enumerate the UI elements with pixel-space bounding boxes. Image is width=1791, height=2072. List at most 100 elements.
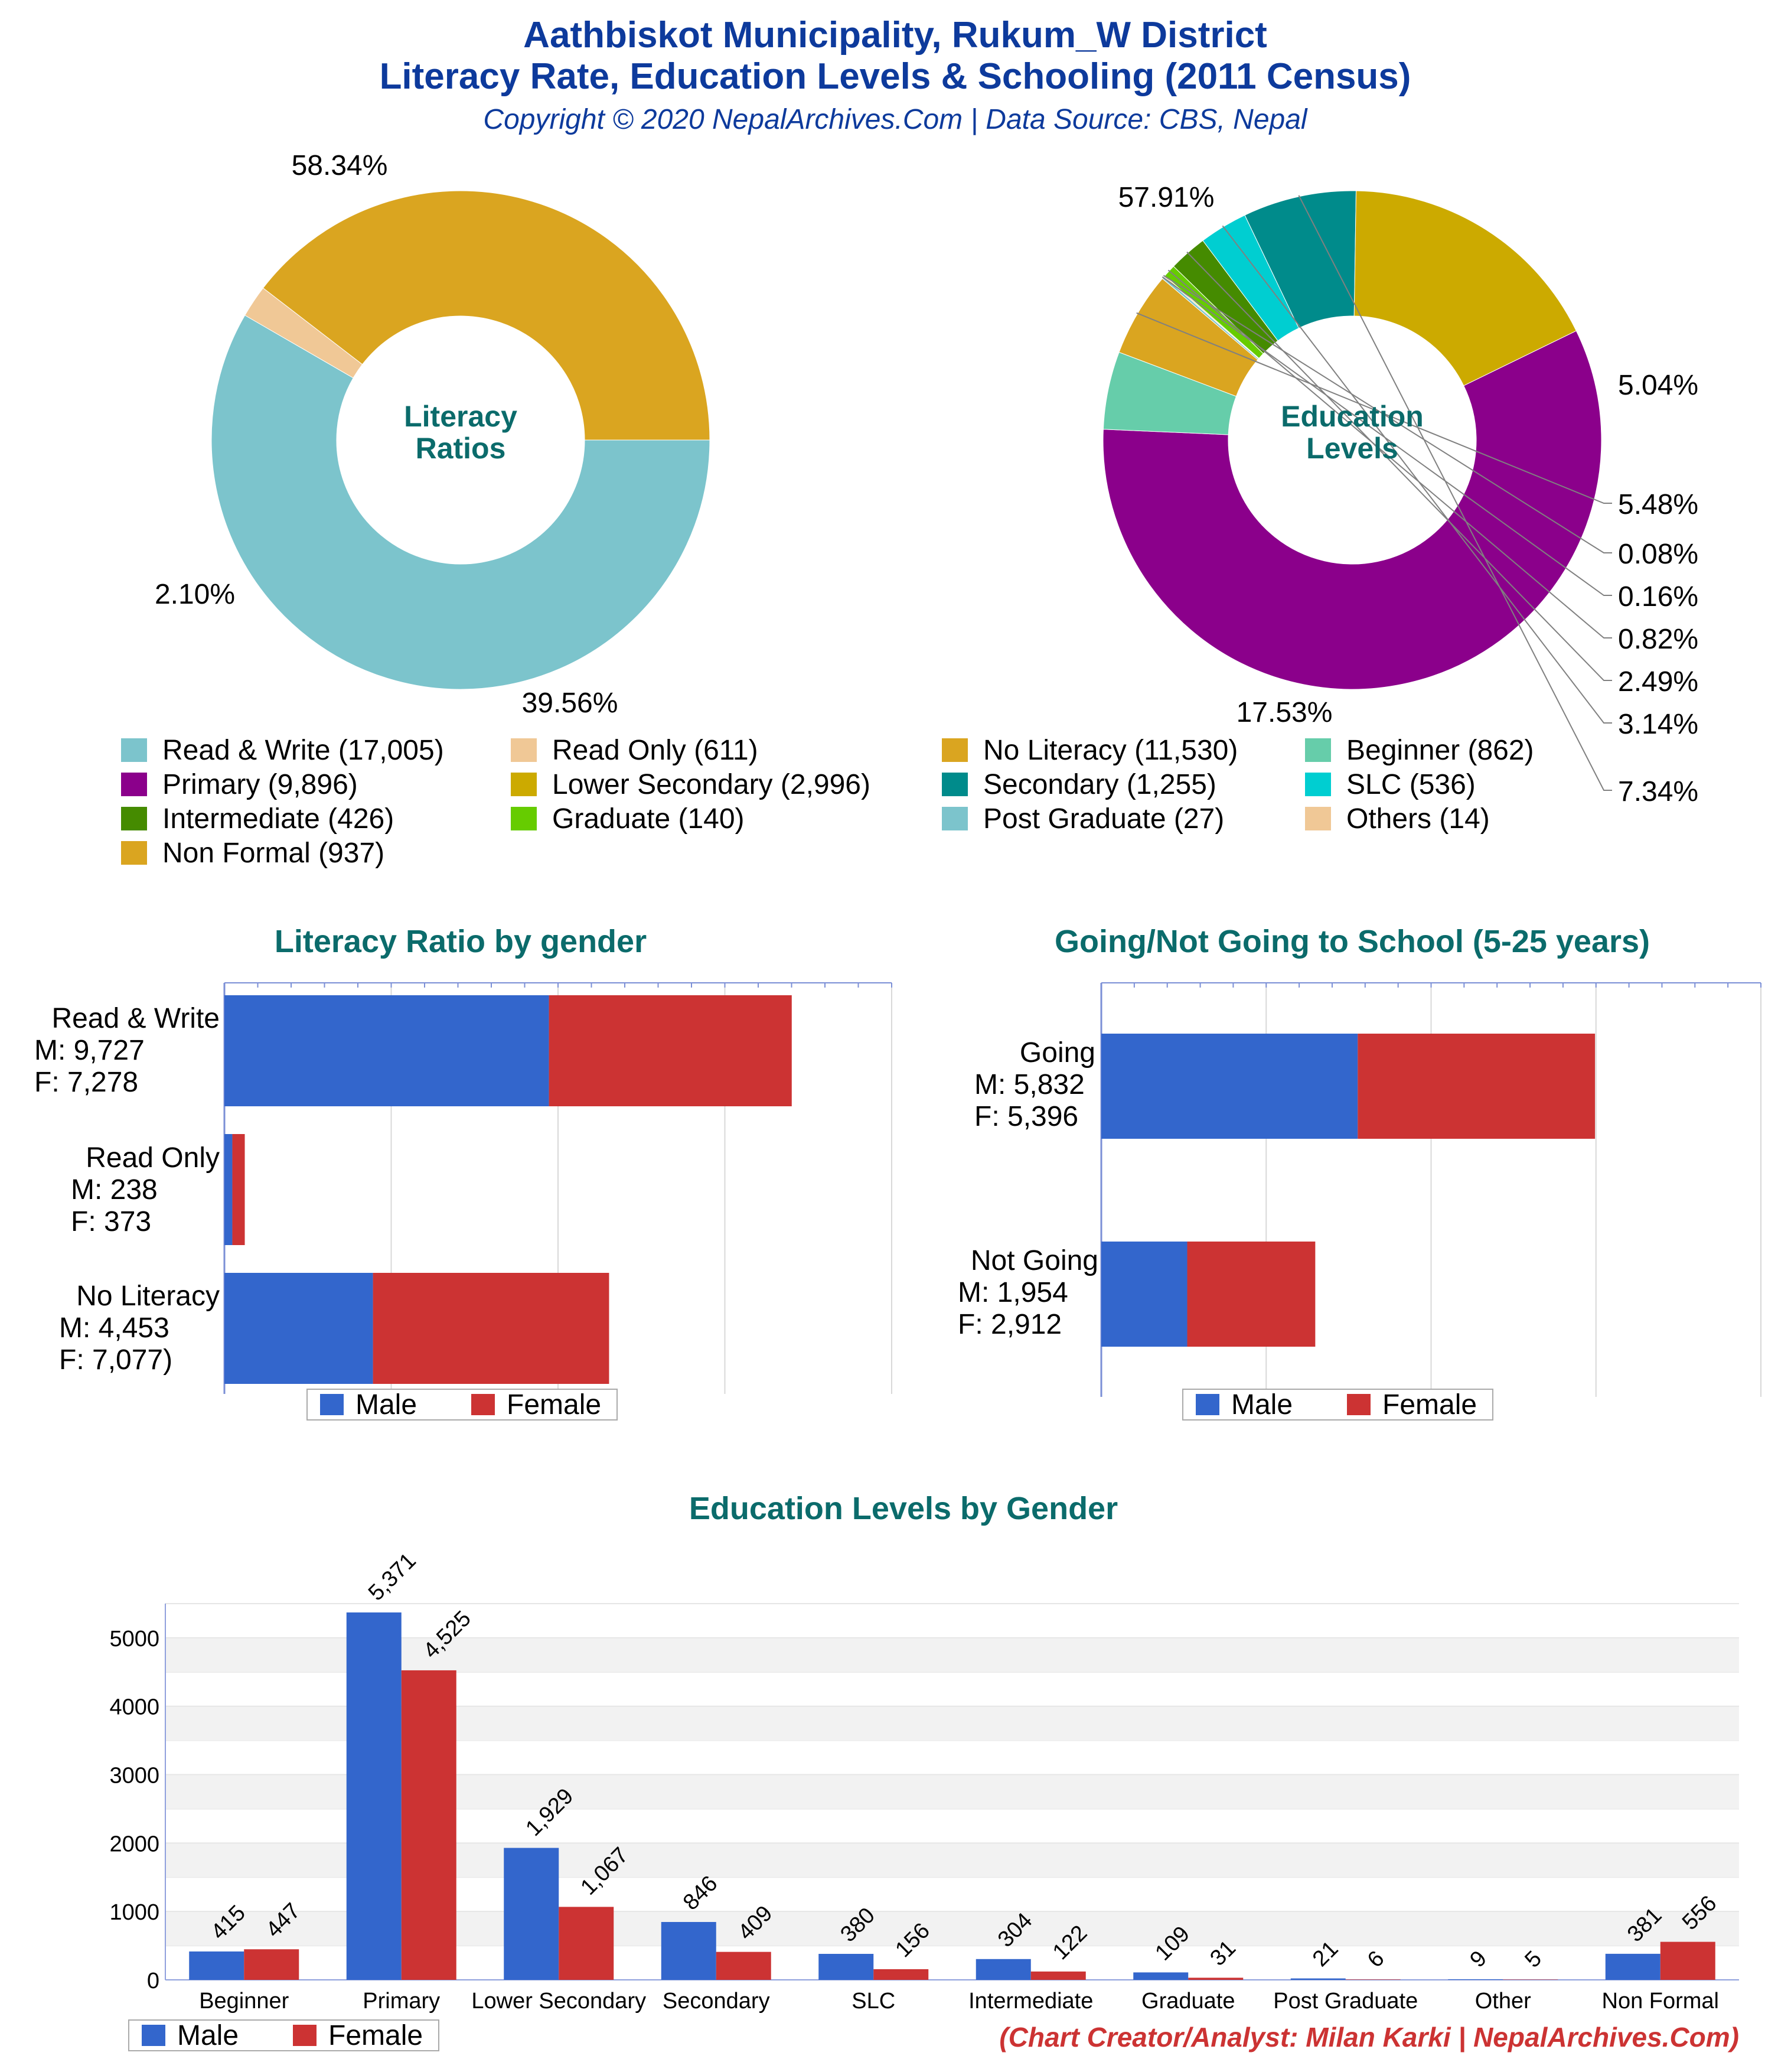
education-levels-right-labels: 5.48% 0.08% 0.16% 0.82% 2.49% 3.14% 7.34% xyxy=(1618,489,1698,807)
literacy-gender-cat-label-male: M: 9,727 xyxy=(34,1035,145,1066)
education-levels-donut xyxy=(1102,190,1602,690)
education-slice-primary xyxy=(1102,330,1602,690)
school-going-legend-female-label: Female xyxy=(1382,1389,1477,1421)
title-line-1: Aathbiskot Municipality, Rukum_W Distric… xyxy=(523,15,1267,56)
literacy-gender-bar-female-read-only xyxy=(232,1134,245,1245)
edu-gender-legend-male-swatch xyxy=(142,2025,165,2046)
literacy-gender-bar-female-no-literacy xyxy=(373,1273,609,1384)
leader-line-intermediate xyxy=(1186,251,1612,681)
legend-label: Post Graduate (27) xyxy=(983,803,1224,835)
donut1-pct-read-write: 58.34% xyxy=(292,150,388,181)
school-going-bar-female-not-going xyxy=(1187,1242,1316,1347)
literacy-slice-read-write xyxy=(211,315,710,690)
donut2-pct-lower-secondary: 17.53% xyxy=(1237,697,1333,728)
literacy-slice-no-literacy xyxy=(262,190,710,441)
school-going-bar-female-going xyxy=(1358,1034,1596,1139)
donut1-pct-read-only: 2.10% xyxy=(155,579,235,610)
education-slice-lower-secondary xyxy=(1353,190,1577,386)
edu-gender-legend-male-label: Male xyxy=(177,2020,239,2051)
literacy-ratios-donut xyxy=(211,190,710,690)
edu-gender-data-label-male: 5,371 xyxy=(364,1548,421,1605)
literacy-gender-bar-female-read-write xyxy=(549,995,792,1106)
legend-label: Read Only (611) xyxy=(552,735,758,766)
legend-swatch-graduate-140 xyxy=(511,807,537,830)
school-going-cat-label-male: M: 1,954 xyxy=(958,1277,1068,1308)
edu-gender-legend-female-label: Female xyxy=(328,2020,423,2051)
edu-gender-bar-female-secondary xyxy=(716,1952,771,1980)
school-going-bar-male-not-going xyxy=(1101,1242,1188,1347)
school-going-cat-label-male: M: 5,832 xyxy=(974,1069,1085,1100)
legend-swatch-intermediate-426 xyxy=(121,807,147,830)
edu-gender-category-label: Graduate xyxy=(1141,1989,1235,2014)
donut2-pct-beginner: 5.04% xyxy=(1618,370,1698,401)
literacy-gender-bar-male-read-only xyxy=(224,1134,233,1245)
leader-line-slc xyxy=(1222,225,1612,724)
edu-gender-bar-female-other xyxy=(1503,1979,1558,1980)
literacy-gender-bar-male-no-literacy xyxy=(224,1273,373,1384)
literacy-gender-legend-male-label: Male xyxy=(355,1389,417,1421)
edu-gender-legend-box xyxy=(128,2019,439,2051)
literacy-gender-cat-label-male: M: 238 xyxy=(71,1174,158,1206)
title-line-2: Literacy Rate, Education Levels & School… xyxy=(380,56,1411,97)
edu-gender-ytick-label: 3000 xyxy=(109,1764,159,1788)
school-going-legend-male-swatch xyxy=(1196,1394,1219,1415)
donut1-pct-no-literacy: 39.56% xyxy=(522,688,618,719)
leader-line-post-graduate xyxy=(1162,276,1612,596)
legend-swatch-read-only-611 xyxy=(511,738,537,762)
edu-gender-bar-male-non-formal xyxy=(1605,1953,1660,1980)
legend-label: Lower Secondary (2,996) xyxy=(552,769,870,800)
edu-gender-data-label-female: 6 xyxy=(1363,1946,1389,1973)
edu-gender-bar-male-post-graduate xyxy=(1290,1978,1346,1980)
legend-label: Beginner (862) xyxy=(1346,735,1534,766)
legend-label: Graduate (140) xyxy=(552,803,745,835)
edu-gender-category-label: Non Formal xyxy=(1602,1989,1720,2014)
legend-swatch-slc-536 xyxy=(1305,773,1331,796)
edu-gender-bar-female-beginner xyxy=(244,1949,299,1980)
donut2-right-label: 0.16% xyxy=(1618,581,1698,613)
edu-gender-category-label: Intermediate xyxy=(968,1989,1093,2014)
edu-gender-ytick-label: 1000 xyxy=(109,1900,159,1925)
leader-line-others xyxy=(1163,275,1612,553)
donut2-right-label: 7.34% xyxy=(1618,776,1698,807)
donut2-right-label: 0.82% xyxy=(1618,624,1698,655)
edu-gender-ytick-label: 0 xyxy=(147,1969,159,1993)
legend-label: SLC (536) xyxy=(1346,769,1476,800)
donut2-right-label: 5.48% xyxy=(1618,489,1698,520)
leader-line-secondary xyxy=(1298,195,1612,791)
edu-gender-category-label: Other xyxy=(1475,1989,1531,2014)
edu-gender-legend-female-swatch xyxy=(293,2025,317,2046)
school-going-legend-female-swatch xyxy=(1347,1394,1371,1415)
edu-gender-bar-male-slc xyxy=(818,1953,874,1980)
legend-swatch-secondary-1-255 xyxy=(942,773,968,796)
edu-gender-band xyxy=(165,1637,1739,1672)
donut1-center-line2: Ratios xyxy=(416,432,506,465)
school-going-title: Going/Not Going to School (5-25 years) xyxy=(1055,924,1650,959)
edu-gender-bar-male-lower-secondary xyxy=(504,1848,559,1980)
school-going-cat-label-female: F: 2,912 xyxy=(958,1309,1062,1340)
edu-gender-title: Education Levels by Gender xyxy=(689,1491,1118,1526)
edu-gender-bar-female-intermediate xyxy=(1030,1971,1086,1980)
literacy-gender-legend-female-swatch xyxy=(471,1394,495,1415)
literacy-gender-cat-label-female: F: 373 xyxy=(71,1206,151,1237)
edu-gender-category-label: Beginner xyxy=(199,1989,289,2014)
school-going-bar-male-going xyxy=(1101,1034,1358,1139)
pie-legend: Read & Write (17,005) Read Only (611) No L… xyxy=(121,735,1534,869)
school-going-cat-label-name: Not Going xyxy=(971,1245,1098,1276)
edu-gender-bar-female-slc xyxy=(873,1969,929,1980)
legend-swatch-read-write-17-005 xyxy=(121,738,147,762)
edu-gender-bar-female-primary xyxy=(401,1670,456,1980)
legend-swatch-post-graduate-27 xyxy=(942,807,968,830)
legend-label: Secondary (1,255) xyxy=(983,769,1216,800)
legend-label: Non Formal (937) xyxy=(162,838,384,869)
edu-gender-ytick-label: 2000 xyxy=(109,1832,159,1856)
edu-gender-category-label: Post Graduate xyxy=(1273,1989,1418,2014)
literacy-gender-cat-label-female: F: 7,077) xyxy=(59,1344,172,1376)
legend-swatch-lower-secondary-2-996 xyxy=(511,773,537,796)
edu-gender-bar-female-graduate xyxy=(1188,1977,1244,1980)
edu-gender-ytick-label: 4000 xyxy=(109,1695,159,1720)
literacy-gender-bar-male-read-write xyxy=(224,995,549,1106)
legend-label: Intermediate (426) xyxy=(162,803,394,835)
donut2-center-line1: Education xyxy=(1281,400,1424,433)
